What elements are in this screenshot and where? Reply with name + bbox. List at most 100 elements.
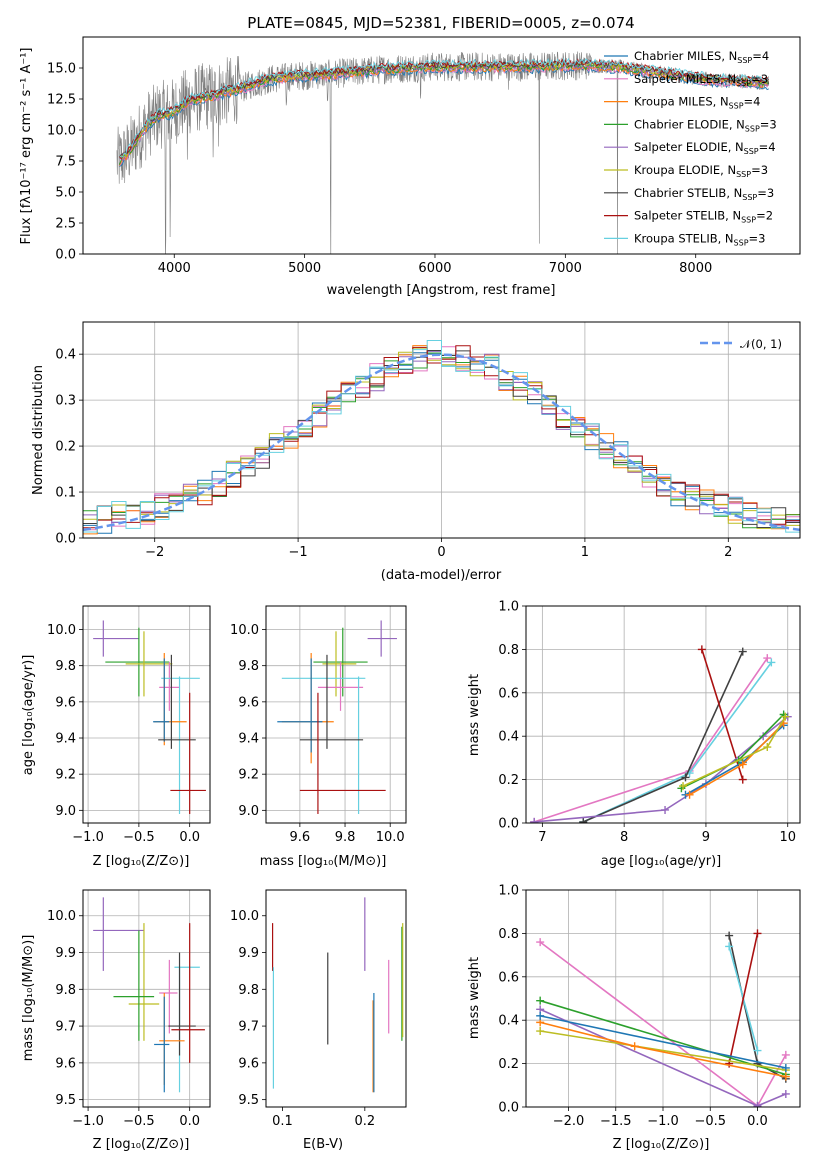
plot-area — [116, 51, 770, 254]
x-tick-label: −1.5 — [600, 1114, 632, 1129]
y-tick-label: 9.7 — [238, 1020, 259, 1035]
axes-frame — [525, 605, 801, 824]
axes-frame — [82, 36, 801, 255]
spectrum-title: PLATE=0845, MJD=52381, FIBERID=0005, z=0… — [247, 14, 634, 32]
y-tick-label: 0.4 — [55, 348, 76, 363]
y-tick-label: 0.0 — [498, 817, 519, 832]
legend-text: Salpeter MILES, N — [634, 72, 736, 86]
x-tick-label: 0.2 — [354, 1114, 375, 1129]
mw-marker-kroupa-elodie — [536, 1027, 545, 1036]
y-tick-label: 9.5 — [55, 1093, 76, 1108]
legend-suffix: =3 — [757, 186, 774, 200]
mw-marker-chabrier-stelib — [579, 817, 588, 823]
legend-suffix: =3 — [760, 117, 777, 131]
legend-subscript: SSP — [745, 124, 760, 133]
legend-entry-salpeter-stelib: Salpeter STELIB, NSSP=2 — [634, 209, 773, 225]
mw-marker-kroupa-elodie — [679, 782, 688, 791]
legend-subscript: SSP — [742, 193, 757, 202]
mw-marker-salpeter-miles — [763, 654, 772, 663]
x-tick-label: 4000 — [158, 261, 191, 276]
age-z-xlabel: Z [log₁₀(Z/Z⊙)] — [93, 854, 190, 869]
massweight-vs-age-panel: age [log₁₀(age/yr)] mass weight 7 8 9 10 0.0… — [467, 600, 801, 869]
y-tick-label: 0.0 — [55, 248, 76, 263]
y-tick-label: 0.6 — [498, 686, 519, 701]
axes-frame — [82, 605, 211, 824]
legend-entry-chabrier-miles: Chabrier MILES, NSSP=4 — [634, 49, 769, 65]
axes-frame — [82, 889, 211, 1108]
mw-marker-kroupa-stelib — [725, 942, 734, 951]
x-tick-label: 9.6 — [290, 830, 311, 845]
legend-text: Kroupa ELODIE, N — [634, 163, 736, 177]
legend-subscript: SSP — [741, 216, 756, 225]
y-tick-label: 10.0 — [47, 909, 76, 924]
mw-marker-salpeter-elodie — [781, 1089, 790, 1098]
legend-subscript: SSP — [744, 147, 759, 156]
legend-suffix: =3 — [749, 231, 766, 245]
x-tick-label: 10.0 — [376, 830, 405, 845]
mw-marker-salpeter-miles — [781, 1050, 790, 1059]
x-tick-label: 0.1 — [272, 1114, 293, 1129]
y-tick-label: 10.0 — [47, 124, 76, 139]
y-tick-label: 9.6 — [238, 695, 259, 710]
mw-line-kroupa-elodie — [540, 1030, 786, 1071]
gaussian-curve — [83, 353, 800, 532]
y-tick-label: 9.4 — [55, 732, 76, 747]
mw-age-ylabel: mass weight — [467, 674, 482, 756]
legend-entry-salpeter-miles: Salpeter MILES, NSSP=3 — [634, 72, 768, 88]
mass-vs-extinction-panel: E(B-V) 0.1 0.2 9.5 9.6 9.7 9.8 9.9 10.0 — [230, 889, 407, 1152]
spectrum-ylabel: Flux [fλ10⁻¹⁷ erg cm⁻² s⁻¹ A⁻¹] — [19, 48, 34, 245]
y-tick-label: 9.8 — [238, 983, 259, 998]
spectrum-panel: PLATE=0845, MJD=52381, FIBERID=0005, z=0… — [19, 14, 801, 298]
x-tick-label: 7 — [538, 830, 546, 845]
plot-area — [93, 620, 206, 814]
y-tick-label: 9.2 — [55, 768, 76, 783]
mass-z-ylabel: mass [log₁₀(M/M⊙)] — [21, 935, 36, 1062]
x-tick-label: 0.0 — [747, 1114, 768, 1129]
y-tick-label: 0.2 — [498, 1057, 519, 1072]
legend-suffix: =4 — [759, 140, 776, 154]
legend-suffix: =3 — [751, 72, 768, 86]
plot-area — [271, 897, 404, 1093]
x-tick-label: −1.0 — [72, 830, 104, 845]
mw-marker-kroupa-stelib — [767, 658, 776, 667]
grid-group — [83, 890, 210, 1107]
y-tick-label: 0.8 — [498, 643, 519, 658]
x-tick-label: 5000 — [288, 261, 321, 276]
y-tick-label: 9.7 — [55, 1020, 76, 1035]
y-tick-label: 0.1 — [55, 486, 76, 501]
mw-marker-salpeter-stelib — [753, 929, 762, 938]
mw-marker-chabrier-stelib — [738, 647, 747, 656]
y-tick-label: 9.8 — [55, 983, 76, 998]
legend-text: Kroupa MILES, N — [634, 95, 729, 109]
y-tick-label: 7.5 — [55, 155, 76, 170]
mw-marker-salpeter-miles — [536, 938, 545, 947]
x-tick-label: −2 — [145, 545, 164, 560]
mw-marker-chabrier-miles — [536, 1011, 545, 1020]
x-tick-label: 0 — [437, 545, 445, 560]
y-tick-label: 5.0 — [55, 186, 76, 201]
residual-histogram-panel: (data-model)/error Normed distribution −… — [31, 321, 801, 583]
legend-entry-kroupa-stelib: Kroupa STELIB, NSSP=3 — [634, 231, 765, 247]
y-tick-label: 0.2 — [55, 440, 76, 455]
age-z-ylabel: age [log₁₀(age/yr)] — [21, 655, 36, 776]
y-tick-label: 2.5 — [55, 217, 76, 232]
model-spectrum-kroupa-stelib — [119, 57, 769, 158]
plot-area — [83, 340, 800, 535]
y-tick-label: 0.0 — [55, 532, 76, 547]
legend-text: Salpeter STELIB, N — [634, 209, 741, 223]
y-tick-label: 10.0 — [230, 909, 259, 924]
mw-marker-salpeter-stelib — [738, 775, 747, 784]
legend-subscript: SSP — [736, 79, 751, 88]
axes-frame — [82, 321, 801, 539]
mass-vs-metallicity-panel: Z [log₁₀(Z/Z⊙)] mass [log₁₀(M/M⊙)] −1.0 −… — [21, 889, 211, 1152]
histogram-ylabel: Normed distribution — [31, 365, 46, 495]
x-tick-label: 2 — [724, 545, 732, 560]
mw-line-chabrier-stelib — [582, 651, 744, 823]
legend-suffix: =3 — [751, 163, 768, 177]
legend-entry-chabrier-elodie: Chabrier ELODIE, NSSP=3 — [634, 117, 777, 133]
legend-text: Chabrier MILES, N — [634, 49, 737, 63]
mw-marker-kroupa-miles — [630, 1042, 639, 1051]
y-tick-label: 0.3 — [55, 394, 76, 409]
y-tick-label: 9.2 — [238, 768, 259, 783]
